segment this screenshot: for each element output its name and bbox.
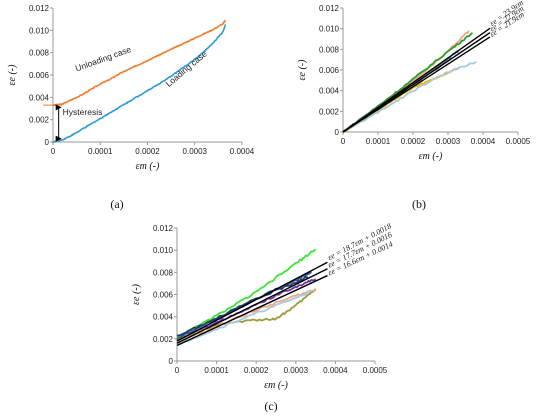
x-tick-label: 0.0002	[135, 147, 160, 156]
x-axis-label: εm (-)	[419, 151, 443, 162]
y-tick-label: 0.002	[29, 116, 50, 125]
x-tick-label: 0.0002	[401, 137, 426, 146]
x-tick-label: 0.0001	[204, 366, 229, 375]
y-tick-label: 0.006	[29, 71, 50, 80]
x-tick-label: 0.0003	[436, 137, 461, 146]
y-tick-label: 0	[45, 138, 50, 147]
series-line-7	[176, 276, 309, 337]
series-line-4	[176, 288, 317, 343]
y-tick-label: 0.012	[153, 224, 174, 233]
series-line-unloading-case	[52, 19, 227, 107]
x-tick-label: 0.0004	[471, 137, 496, 146]
x-axis-label: εm (-)	[264, 380, 288, 391]
x-tick-label: 0.0002	[244, 366, 269, 375]
y-tick-label: 0.004	[319, 87, 340, 96]
y-tick-label: 0.010	[29, 26, 50, 35]
fit-line	[176, 268, 328, 344]
panel-label: (c)	[264, 399, 277, 413]
series-line-loading-case	[52, 23, 227, 143]
fit-line	[342, 36, 491, 133]
y-tick-label: 0.012	[319, 4, 340, 13]
x-tick-label: 0.0004	[323, 366, 348, 375]
y-axis-label: εe (-)	[131, 283, 142, 305]
y-tick-label: 0.010	[319, 25, 340, 34]
x-tick-label: 0	[341, 137, 346, 146]
panel-1: 0 0.002 0.004 0.006 0.008 0.010 0.012 0 0.0001 0.…	[7, 4, 255, 211]
series-line-5	[176, 289, 317, 344]
y-axis-label: εe (-)	[297, 59, 308, 81]
panel-2: 0 0.002 0.004 0.006 0.008 0.010 0.012 0 0.0001 0.…	[297, 0, 531, 211]
panel-3: 0 0.002 0.004 0.006 0.008 0.010 0.012 0 0.0001 0.…	[131, 221, 394, 413]
y-axis-label: εe (-)	[7, 64, 18, 86]
x-tick-label: 0.0005	[506, 137, 531, 146]
x-tick-label: 0	[175, 366, 180, 375]
y-tick-label: 0.012	[29, 4, 50, 13]
y-tick-label: 0.004	[153, 313, 174, 322]
y-tick-label: 0.008	[319, 45, 340, 54]
x-axis-label: εm (-)	[136, 161, 160, 172]
x-tick-label: 0.0001	[88, 147, 113, 156]
fit-line	[176, 261, 328, 342]
y-tick-label: 0.010	[153, 246, 174, 255]
y-tick-label: 0.004	[29, 93, 50, 102]
x-tick-label: 0.0003	[284, 366, 309, 375]
loading-annotation: Loading case	[164, 48, 209, 88]
x-tick-label: 0.0003	[183, 147, 208, 156]
y-tick-label: 0	[169, 357, 174, 366]
hysteresis-annotation: Hysteresis	[63, 107, 103, 117]
panel-label: (b)	[412, 197, 426, 211]
y-tick-label: 0.006	[153, 291, 174, 300]
fit-line	[176, 274, 328, 347]
series-line-1	[176, 248, 317, 339]
y-tick-label: 0.002	[319, 107, 340, 116]
x-tick-label: 0.0005	[363, 366, 388, 375]
unloading-annotation: Unloading case	[74, 44, 133, 74]
x-tick-label: 0.0001	[366, 137, 391, 146]
y-tick-label: 0.008	[29, 49, 50, 58]
panel-label: (a)	[110, 197, 123, 211]
y-tick-label: 0	[335, 128, 340, 137]
series-line-5	[342, 61, 477, 133]
y-tick-label: 0.006	[319, 66, 340, 75]
y-tick-label: 0.002	[153, 335, 174, 344]
x-tick-label: 0	[51, 147, 56, 156]
x-tick-label: 0.0004	[230, 147, 255, 156]
series-line-6	[176, 290, 312, 345]
series-line-4	[342, 67, 459, 134]
y-tick-label: 0.008	[153, 268, 174, 277]
